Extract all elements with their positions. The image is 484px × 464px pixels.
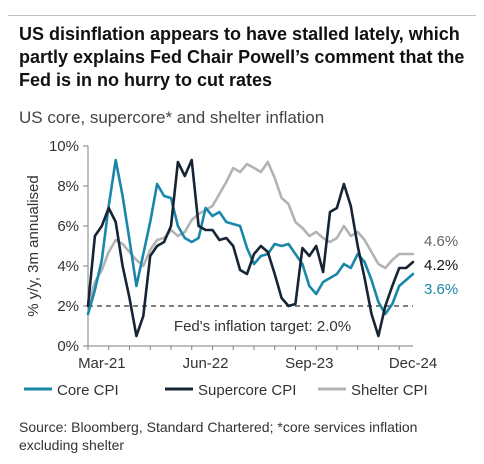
end-label-supercore-cpi: 4.2% — [424, 257, 458, 274]
end-label-core-cpi: 3.6% — [424, 281, 458, 298]
legend-label-shelter-cpi: Shelter CPI — [351, 382, 428, 399]
y-tick-label: 10% — [49, 138, 79, 155]
y-tick-label: 2% — [57, 298, 79, 315]
chart-title: US disinflation appears to have stalled … — [19, 24, 465, 90]
y-tick-label: 8% — [57, 178, 79, 195]
end-label-shelter-cpi: 4.6% — [424, 233, 458, 250]
chart-subtitle: US core, supercore* and shelter inflatio… — [19, 108, 325, 127]
x-tick-label: Sep-23 — [285, 355, 333, 372]
axes: 0% 2% 4% 6% 8% 10% Mar-21 Jun-22 Sep-23 Dec-24 % y… — [25, 138, 437, 372]
end-labels: 4.6% 4.2% 3.6% — [424, 233, 458, 298]
series-lines — [86, 158, 415, 338]
legend-label-supercore-cpi: Supercore CPI — [198, 382, 296, 399]
legend-label-core-cpi: Core CPI — [57, 382, 119, 399]
legend: Core CPI Supercore CPI Shelter CPI — [24, 382, 428, 399]
top-divider — [8, 15, 476, 16]
line-chart: 0% 2% 4% 6% 8% 10% Mar-21 Jun-22 Sep-23 Dec-24 % y… — [24, 138, 458, 399]
series-line-core-cpi — [86, 158, 415, 316]
y-tick-label: 4% — [57, 258, 79, 275]
series-line-supercore-cpi — [86, 158, 415, 338]
target-label: Fed's inflation target: 2.0% — [174, 318, 351, 335]
target-reference: Fed's inflation target: 2.0% — [88, 305, 413, 335]
source-note: Source: Bloomberg, Standard Chartered; *… — [19, 419, 418, 453]
y-tick-label: 6% — [57, 218, 79, 235]
y-tick-label: 0% — [57, 338, 79, 355]
x-tick-label: Mar-21 — [78, 355, 126, 372]
x-tick-label: Jun-22 — [183, 355, 229, 372]
x-tick-label: Dec-24 — [389, 355, 437, 372]
y-axis-title: % y/y, 3m annualised — [25, 175, 42, 316]
